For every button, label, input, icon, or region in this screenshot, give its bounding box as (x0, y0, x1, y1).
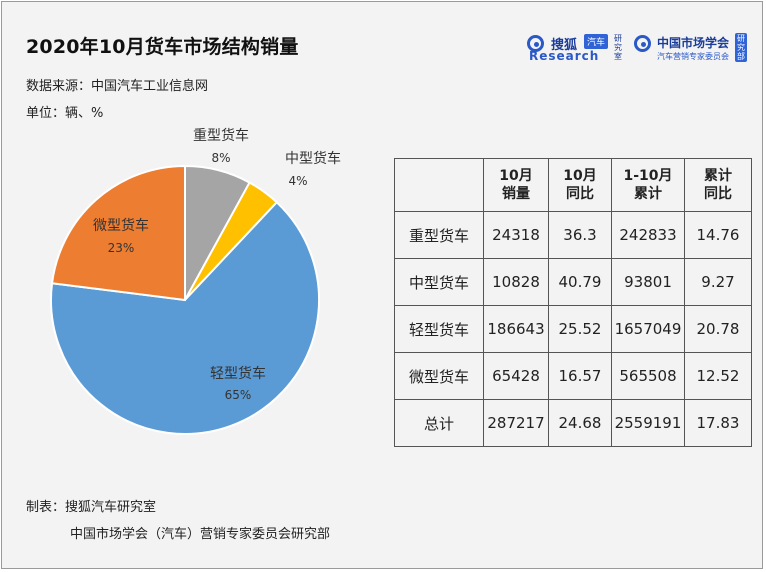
sohu-logo-name: 搜狐 (551, 38, 578, 53)
chart-title: 2020年10月货车市场结构销量 (26, 36, 299, 58)
cma-logo-vertical: 研究部 (735, 33, 747, 62)
table-cell-category: 总计 (394, 399, 484, 447)
sohu-logo-research: Research (529, 49, 600, 63)
table-cell: 565508 (611, 352, 685, 400)
cma-logo-icon (634, 35, 651, 52)
pie-slice-label: 中型货车 (285, 150, 341, 167)
sohu-logo-tag: 汽车 (584, 34, 609, 49)
pie-slice-percent: 65% (225, 388, 252, 402)
pie-slice-percent: 4% (288, 174, 307, 188)
table-cell: 24.68 (548, 399, 612, 447)
pie-slice (50, 200, 320, 435)
table-cell: 1657049 (611, 305, 685, 353)
pie-slice (50, 164, 186, 302)
pie-slice-label: 微型货车 (93, 217, 149, 234)
table-cell-category: 中型货车 (394, 258, 484, 306)
sales-table: 10月 销量 10月 同比 1-10月 累计 累计 同比 重型货车 24318 36.3… (394, 158, 752, 447)
unit-note: 单位：辆、% (26, 106, 104, 121)
table-cell: 65428 (483, 352, 549, 400)
table-cell: 17.83 (684, 399, 752, 447)
table-cell: 10828 (483, 258, 549, 306)
table-row: 微型货车 65428 16.57 565508 12.52 (394, 352, 752, 400)
pie-slice-label: 轻型货车 (210, 365, 266, 382)
table-cell: 14.76 (684, 211, 752, 259)
table-row-total: 总计 287217 24.68 2559191 17.83 (394, 399, 752, 447)
data-source: 数据来源：中国汽车工业信息网 (26, 79, 209, 94)
table-row: 轻型货车 186643 25.52 1657049 20.78 (394, 305, 752, 353)
sohu-logo-vertical: 研究室 (614, 34, 622, 61)
header-cell-oct-sales: 10月 销量 (483, 158, 549, 212)
pie-slice-percent: 23% (108, 241, 135, 255)
cma-logo-sub: 汽车营销专家委员会 (657, 52, 729, 61)
pie-slice-label: 重型货车 (193, 127, 249, 144)
table-cell: 20.78 (684, 305, 752, 353)
table-cell-category: 微型货车 (394, 352, 484, 400)
table-cell: 36.3 (548, 211, 612, 259)
table-cell: 9.27 (684, 258, 752, 306)
table-cell: 2559191 (611, 399, 685, 447)
pie-slice-percent: 8% (211, 151, 230, 165)
table-row: 中型货车 10828 40.79 93801 9.27 (394, 258, 752, 306)
table-cell: 242833 (611, 211, 685, 259)
table-cell: 25.52 (548, 305, 612, 353)
table-cell: 16.57 (548, 352, 612, 400)
header-cell-oct-yoy: 10月 同比 (548, 158, 612, 212)
table-row: 重型货车 24318 36.3 242833 14.76 (394, 211, 752, 259)
table-maker-organization: 中国市场学会（汽车）营销专家委员会研究部 (70, 527, 331, 542)
cma-logo-name: 中国市场学会 (657, 36, 730, 50)
table-cell: 287217 (483, 399, 549, 447)
table-cell: 93801 (611, 258, 685, 306)
table-cell-category: 重型货车 (394, 211, 484, 259)
header-cell-blank (394, 158, 484, 212)
table-cell-category: 轻型货车 (394, 305, 484, 353)
table-maker: 制表：搜狐汽车研究室 (26, 500, 157, 515)
table-cell: 186643 (483, 305, 549, 353)
table-cell: 12.52 (684, 352, 752, 400)
table-cell: 24318 (483, 211, 549, 259)
header-cell-ytd-yoy: 累计 同比 (684, 158, 752, 212)
table-cell: 40.79 (548, 258, 612, 306)
header-cell-ytd: 1-10月 累计 (611, 158, 685, 212)
sohu-logo-icon (527, 35, 544, 52)
table-header-row: 10月 销量 10月 同比 1-10月 累计 累计 同比 (394, 158, 752, 212)
